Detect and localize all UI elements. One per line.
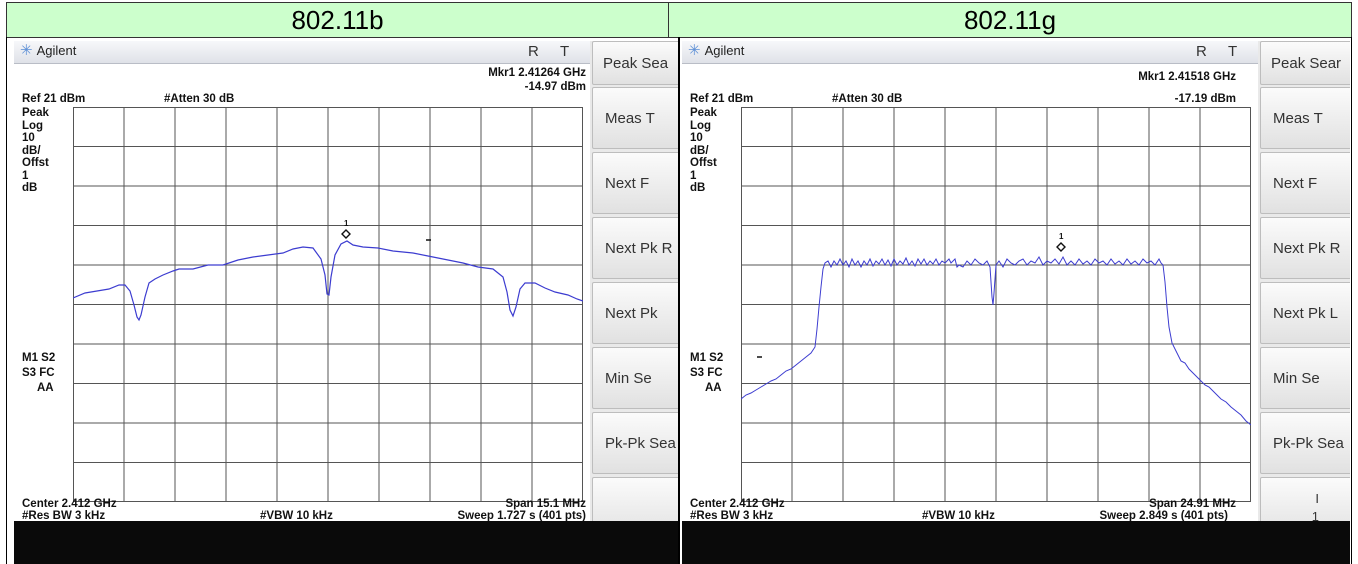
left-border [6,37,7,564]
scale-label: dB [690,182,706,194]
resolution-bandwidth: #Res BW 3 kHz [690,510,774,522]
marker-value: -14.97 dBm [524,81,586,93]
header-802-11b: 802.11b [6,2,669,38]
middle-border [678,37,680,564]
softkey-meas-tools[interactable]: Meas T [592,87,678,149]
spectrum-graticule: 1 [73,107,583,502]
remote-indicator: R [528,43,539,60]
mode-label: M1 S2 [690,352,724,364]
marker-diamond [341,229,351,239]
mode-label: S3 FC [22,367,55,379]
agilent-star-icon: ✳ [20,42,33,59]
agilent-star-icon: ✳ [688,42,701,59]
marker-value: -17.19 dBm [1174,93,1236,105]
ref-level: Ref 21 dBm [22,93,86,105]
scale-label: Offst [22,157,49,169]
mode-label: AA [37,382,54,394]
video-bandwidth: #VBW 10 kHz [922,510,995,522]
scale-label: 10 [690,132,703,144]
scale-labels: Peak Log 10 dB/ Offst 1 dB [22,107,49,195]
title-bar: ✳ Agilent R T [14,41,590,64]
softkey-pk-pk-search[interactable]: Pk-Pk Sea [592,412,678,474]
softkey-next-pk-right[interactable]: Next Pk R [592,217,678,279]
trace-line [741,255,1251,426]
ref-level: Ref 21 dBm [690,93,754,105]
scale-label: Peak [690,107,717,119]
remote-indicator: R [1196,43,1207,60]
graticule-lines [741,107,1251,502]
mode-label: M1 S2 [22,352,56,364]
brand-name: Agilent [36,43,77,58]
trace-line [73,240,583,322]
scale-label: Log [22,119,44,132]
scale-label: 1 [690,169,697,182]
mode-label: AA [705,382,722,394]
softkey-next-pk-left[interactable]: Next Pk L [1260,282,1350,344]
header-802-11g-text: 802.11g [963,4,1057,35]
attenuation: #Atten 30 dB [164,93,235,105]
softkey-next-pk-left[interactable]: Next Pk [592,282,678,344]
scale-label: Log [690,119,712,132]
softkey-next-peak[interactable]: Next F [592,152,678,214]
header-802-11g: 802.11g [668,2,1352,38]
span: Span 15.1 MHz [505,498,586,510]
analyzer-screen: ✳ Agilent R T Mkr1 2.41518 GHz Ref 21 dB… [682,41,1258,522]
analyzer-panel-802-11g: ✳ Agilent R T Mkr1 2.41518 GHz Ref 21 dB… [682,41,1350,564]
softkey-column: Peak Sear Meas T Next F Next Pk R Next P… [1258,41,1350,564]
scale-label: dB/ [690,144,709,157]
scale-label: 10 [22,132,35,144]
resolution-bandwidth: #Res BW 3 kHz [22,510,106,522]
right-border [1351,37,1352,564]
scale-label: dB [22,182,38,194]
softkey-peak-search[interactable]: Peak Sea [592,41,678,85]
title-bar: ✳ Agilent R T [682,41,1258,64]
trigger-indicator: T [1228,43,1238,60]
mode-label: S3 FC [690,367,723,379]
marker: 1 [341,219,351,239]
marker-label: Mkr1 2.41264 GHz [488,67,586,79]
brand-name: Agilent [704,43,745,58]
analyzer-screen: ✳ Agilent R T Mkr1 2.41264 GHz Ref 21 dB… [14,41,590,522]
span: Span 24.91 MHz [1149,498,1236,510]
softkey-peak-search[interactable]: Peak Sear [1260,41,1350,85]
center-frequency: Center 2.412 GHz [690,498,785,510]
marker-number: 1 [344,219,349,228]
softkey-min-search[interactable]: Min Se [592,347,678,409]
analyzer-panel-802-11b: ✳ Agilent R T Mkr1 2.41264 GHz Ref 21 dB… [14,41,678,564]
header-802-11b-text: 802.11b [291,4,384,35]
softkey-min-search[interactable]: Min Se [1260,347,1350,409]
center-frequency: Center 2.412 GHz [22,498,117,510]
marker-label: Mkr1 2.41518 GHz [1138,71,1236,83]
spectrum-graticule: 1 [741,107,1251,502]
scale-label: Offst [690,157,717,169]
status-bar [14,521,678,564]
marker: 1 [1056,232,1066,252]
softkey-meas-tools[interactable]: Meas T [1260,87,1350,149]
scale-labels: Peak Log 10 dB/ Offst 1 dB [690,107,717,195]
status-bar [682,521,1350,564]
marker-diamond [1056,242,1066,252]
attenuation: #Atten 30 dB [832,93,903,105]
scale-label: dB/ [22,144,41,157]
scale-label: Peak [22,107,49,119]
scale-label: 1 [22,169,29,182]
agilent-logo: ✳ Agilent [688,43,744,58]
marker-number: 1 [1059,232,1064,241]
softkey-pk-pk-search[interactable]: Pk-Pk Sea [1260,412,1350,474]
sweep-time: Sweep 1.727 s (401 pts) [457,510,586,522]
softkey-next-pk-right[interactable]: Next Pk R [1260,217,1350,279]
softkey-next-peak[interactable]: Next F [1260,152,1350,214]
agilent-logo: ✳ Agilent [20,43,76,58]
softkey-column: Peak Sea Meas T Next F Next Pk R Next Pk… [590,41,678,564]
video-bandwidth: #VBW 10 kHz [260,510,333,522]
trigger-indicator: T [560,43,570,60]
sweep-time: Sweep 2.849 s (401 pts) [1099,510,1228,522]
graticule-lines [73,107,583,502]
